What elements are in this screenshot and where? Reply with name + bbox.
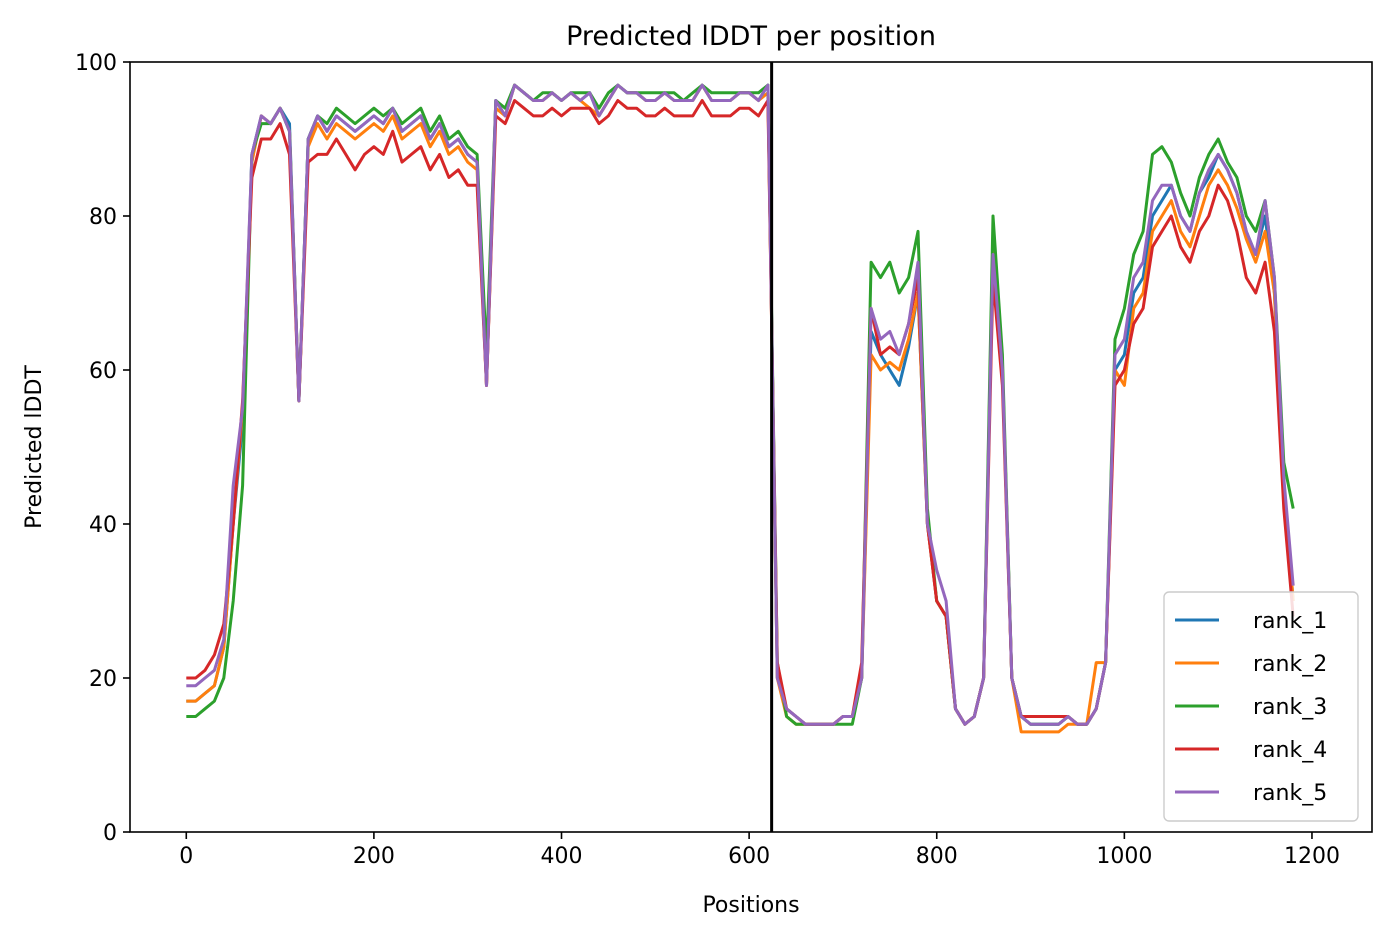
x-tick-label: 1000 [1096,844,1152,869]
y-axis-label: Predicted lDDT [22,365,47,529]
series-line-rank-3 [186,83,1295,726]
y-tick-label: 60 [89,359,117,384]
x-axis-label: Positions [702,893,799,918]
legend-box [1163,591,1359,822]
x-tick-label: 200 [353,844,395,869]
chart-title: Predicted lDDT per position [566,21,936,52]
legend-label-rank-3: rank_3 [1253,695,1327,720]
series-layer [186,83,1295,734]
series-line-rank-2 [186,83,1295,734]
x-tick-label: 800 [916,844,958,869]
series-line-rank-4 [186,99,1295,726]
y-tick-label: 0 [103,821,117,846]
series-line-rank-5 [186,83,1295,726]
series-line-rank-1 [186,83,1295,726]
y-tick-label: 40 [89,513,117,538]
x-tick-label: 0 [179,844,193,869]
y-tick-label: 80 [89,205,117,230]
x-tick-label: 1200 [1284,844,1340,869]
legend-label-rank-4: rank_4 [1253,738,1327,763]
x-axis-ticks: 0 200 400 600 800 1000 1200 [179,832,1340,869]
y-axis-ticks: 0 20 40 60 80 100 [75,51,130,846]
legend-label-rank-1: rank_1 [1253,609,1327,634]
x-tick-label: 600 [728,844,770,869]
x-tick-label: 400 [541,844,583,869]
y-tick-label: 100 [75,51,117,76]
legend-label-rank-2: rank_2 [1253,652,1327,677]
legend: rank_1 rank_2 rank_3 rank_4 rank_5 [1163,591,1359,822]
legend-label-rank-5: rank_5 [1253,781,1327,806]
plot-frame [129,61,1373,833]
y-tick-label: 20 [89,667,117,692]
